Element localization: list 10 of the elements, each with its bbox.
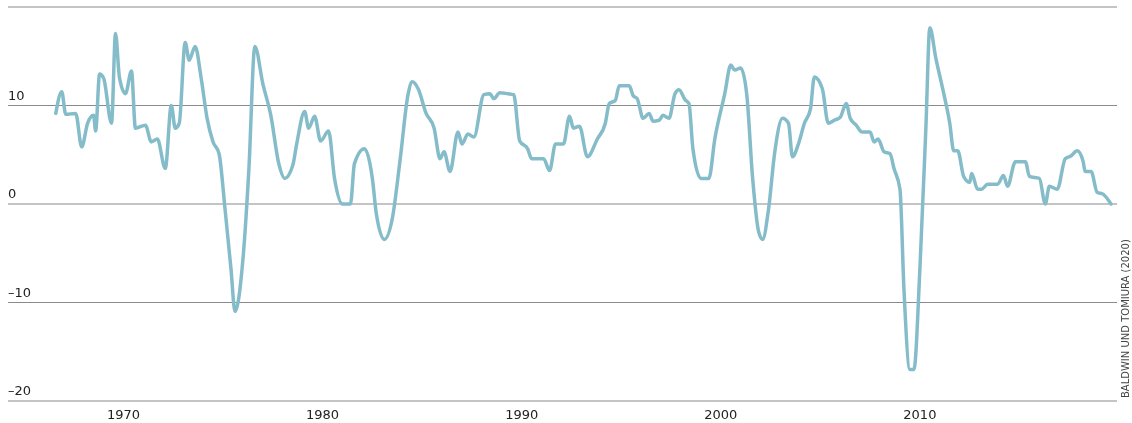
y-tick-label: –20 [8, 383, 32, 398]
x-tick-label: 2010 [903, 407, 937, 422]
x-tick-label: 1980 [306, 407, 340, 422]
x-tick-label: 2000 [704, 407, 738, 422]
x-tick-label: 1990 [505, 407, 539, 422]
text: BALDWIN UND TOMIURA (2020) [1120, 239, 1131, 398]
y-tick-label: 0 [8, 186, 17, 201]
y-tick-label: –10 [8, 284, 32, 300]
x-tick-label: 1970 [106, 407, 141, 422]
y-tick-label: 10 [8, 87, 25, 103]
